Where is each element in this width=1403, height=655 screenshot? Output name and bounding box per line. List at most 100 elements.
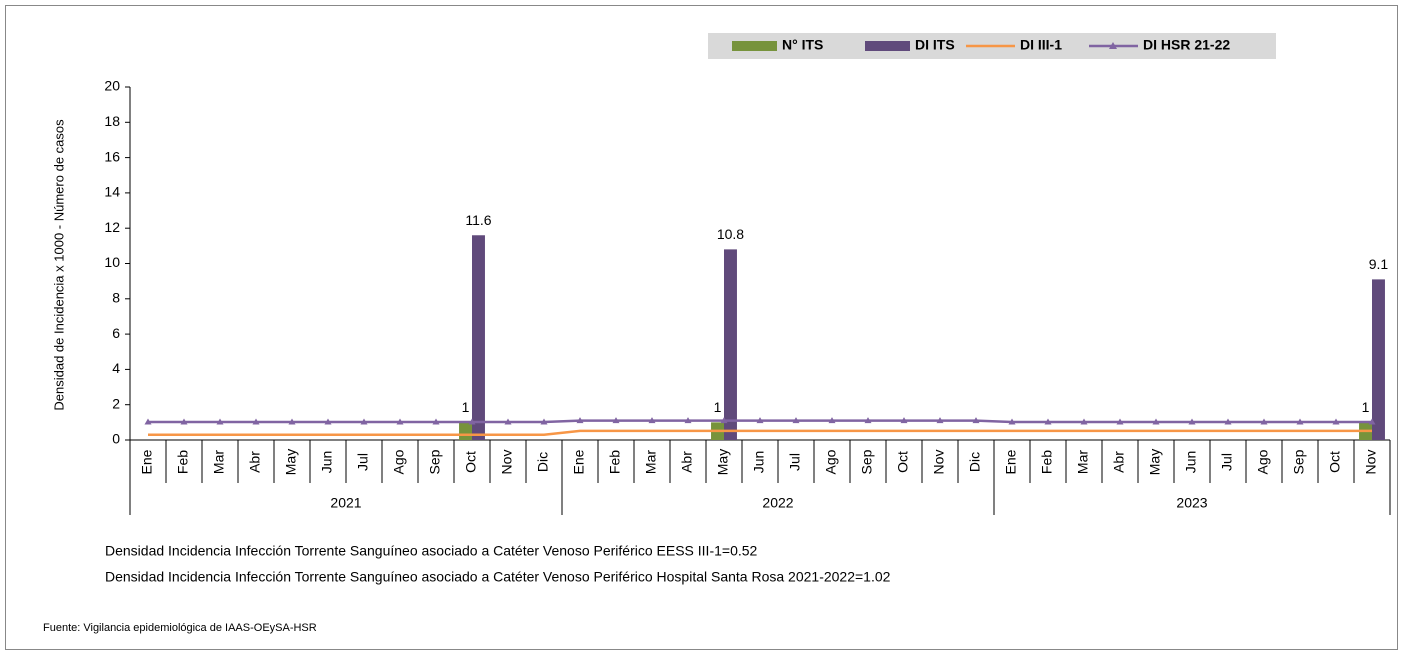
x-tick-label: Sep xyxy=(427,449,443,474)
x-tick-label: Jul xyxy=(355,453,371,471)
legend-swatch xyxy=(732,41,777,51)
y-axis-label: Densidad de Incidencia x 1000 - Número d… xyxy=(51,119,66,411)
x-tick-label: May xyxy=(283,449,299,475)
marker xyxy=(396,418,404,425)
marker xyxy=(360,418,368,425)
x-tick-label: Nov xyxy=(499,450,515,475)
bar xyxy=(459,422,472,440)
marker xyxy=(900,417,908,424)
marker xyxy=(612,417,620,424)
marker xyxy=(648,417,656,424)
x-tick-label: Sep xyxy=(859,449,875,474)
data-label: 1 xyxy=(462,399,470,415)
source: Fuente: Vigilancia epidemiológica de IAA… xyxy=(43,622,317,634)
marker xyxy=(1368,418,1376,425)
y-tick-label: 18 xyxy=(104,113,120,129)
marker xyxy=(432,418,440,425)
legend-label: N° ITS xyxy=(782,37,823,53)
x-tick-label: May xyxy=(715,449,731,475)
marker xyxy=(216,418,224,425)
marker xyxy=(324,418,332,425)
y-tick-label: 16 xyxy=(104,148,120,164)
x-tick-label: Jul xyxy=(787,453,803,471)
x-tick-label: Ene xyxy=(1003,449,1019,474)
legend-label: DI III-1 xyxy=(1020,37,1062,53)
x-tick-label: May xyxy=(1147,449,1163,475)
legend-label: DI HSR 21-22 xyxy=(1143,37,1230,53)
marker xyxy=(828,417,836,424)
x-tick-label: Mar xyxy=(211,450,227,474)
x-tick-label: Abr xyxy=(247,451,263,473)
marker xyxy=(288,418,296,425)
x-tick-label: Dic xyxy=(967,452,983,472)
legend-marker xyxy=(1109,42,1117,49)
marker xyxy=(180,418,188,425)
x-tick-label: Mar xyxy=(1075,450,1091,474)
y-tick-label: 4 xyxy=(112,360,120,376)
marker xyxy=(1080,418,1088,425)
y-tick-label: 14 xyxy=(104,184,120,200)
marker xyxy=(576,417,584,424)
group-label: 2022 xyxy=(762,495,793,511)
marker xyxy=(936,417,944,424)
legend-label: DI ITS xyxy=(915,37,955,53)
x-tick-label: Feb xyxy=(607,450,623,474)
x-tick-label: Feb xyxy=(175,450,191,474)
marker xyxy=(756,417,764,424)
y-tick-label: 2 xyxy=(112,395,120,411)
x-tick-label: Abr xyxy=(679,451,695,473)
x-tick-label: Ene xyxy=(139,449,155,474)
group-label: 2023 xyxy=(1176,495,1207,511)
marker xyxy=(720,417,728,424)
x-tick-label: Ago xyxy=(823,449,839,474)
x-tick-label: Jul xyxy=(1219,453,1235,471)
marker xyxy=(540,418,548,425)
y-tick-label: 12 xyxy=(104,219,120,235)
marker xyxy=(1008,418,1016,425)
x-tick-label: Oct xyxy=(895,451,911,473)
marker xyxy=(1044,418,1052,425)
y-tick-label: 20 xyxy=(104,78,120,94)
line xyxy=(148,429,1372,436)
x-tick-label: Oct xyxy=(463,451,479,473)
data-label: 1 xyxy=(1362,399,1370,415)
legend-swatch xyxy=(865,41,910,51)
x-tick-label: Ene xyxy=(571,449,587,474)
x-tick-label: Ago xyxy=(391,449,407,474)
y-tick-label: 0 xyxy=(112,431,120,447)
note: Densidad Incidencia Infección Torrente S… xyxy=(105,543,758,559)
bar xyxy=(1372,279,1385,440)
frame xyxy=(5,5,1398,650)
marker xyxy=(864,417,872,424)
marker xyxy=(1188,418,1196,425)
marker xyxy=(1260,418,1268,425)
y-tick-label: 6 xyxy=(112,325,120,341)
data-label: 9.1 xyxy=(1369,256,1389,272)
x-tick-label: Abr xyxy=(1111,451,1127,473)
marker xyxy=(468,418,476,425)
bar xyxy=(724,249,737,440)
marker xyxy=(684,417,692,424)
x-tick-label: Dic xyxy=(535,452,551,472)
bar xyxy=(472,235,485,440)
marker xyxy=(792,417,800,424)
y-tick-label: 10 xyxy=(104,254,120,270)
marker xyxy=(1152,418,1160,425)
x-tick-label: Sep xyxy=(1291,449,1307,474)
data-label: 10.8 xyxy=(717,226,744,242)
x-tick-label: Nov xyxy=(931,450,947,475)
marker xyxy=(1332,418,1340,425)
x-tick-label: Feb xyxy=(1039,450,1055,474)
marker xyxy=(1296,418,1304,425)
marker xyxy=(1116,418,1124,425)
x-tick-label: Jun xyxy=(319,451,335,474)
marker xyxy=(504,418,512,425)
marker xyxy=(972,417,980,424)
x-tick-label: Ago xyxy=(1255,449,1271,474)
note: Densidad Incidencia Infección Torrente S… xyxy=(105,569,891,585)
data-label: 1 xyxy=(714,399,722,415)
x-tick-label: Mar xyxy=(643,450,659,474)
y-tick-label: 8 xyxy=(112,290,120,306)
marker xyxy=(1224,418,1232,425)
x-tick-label: Jun xyxy=(1183,451,1199,474)
